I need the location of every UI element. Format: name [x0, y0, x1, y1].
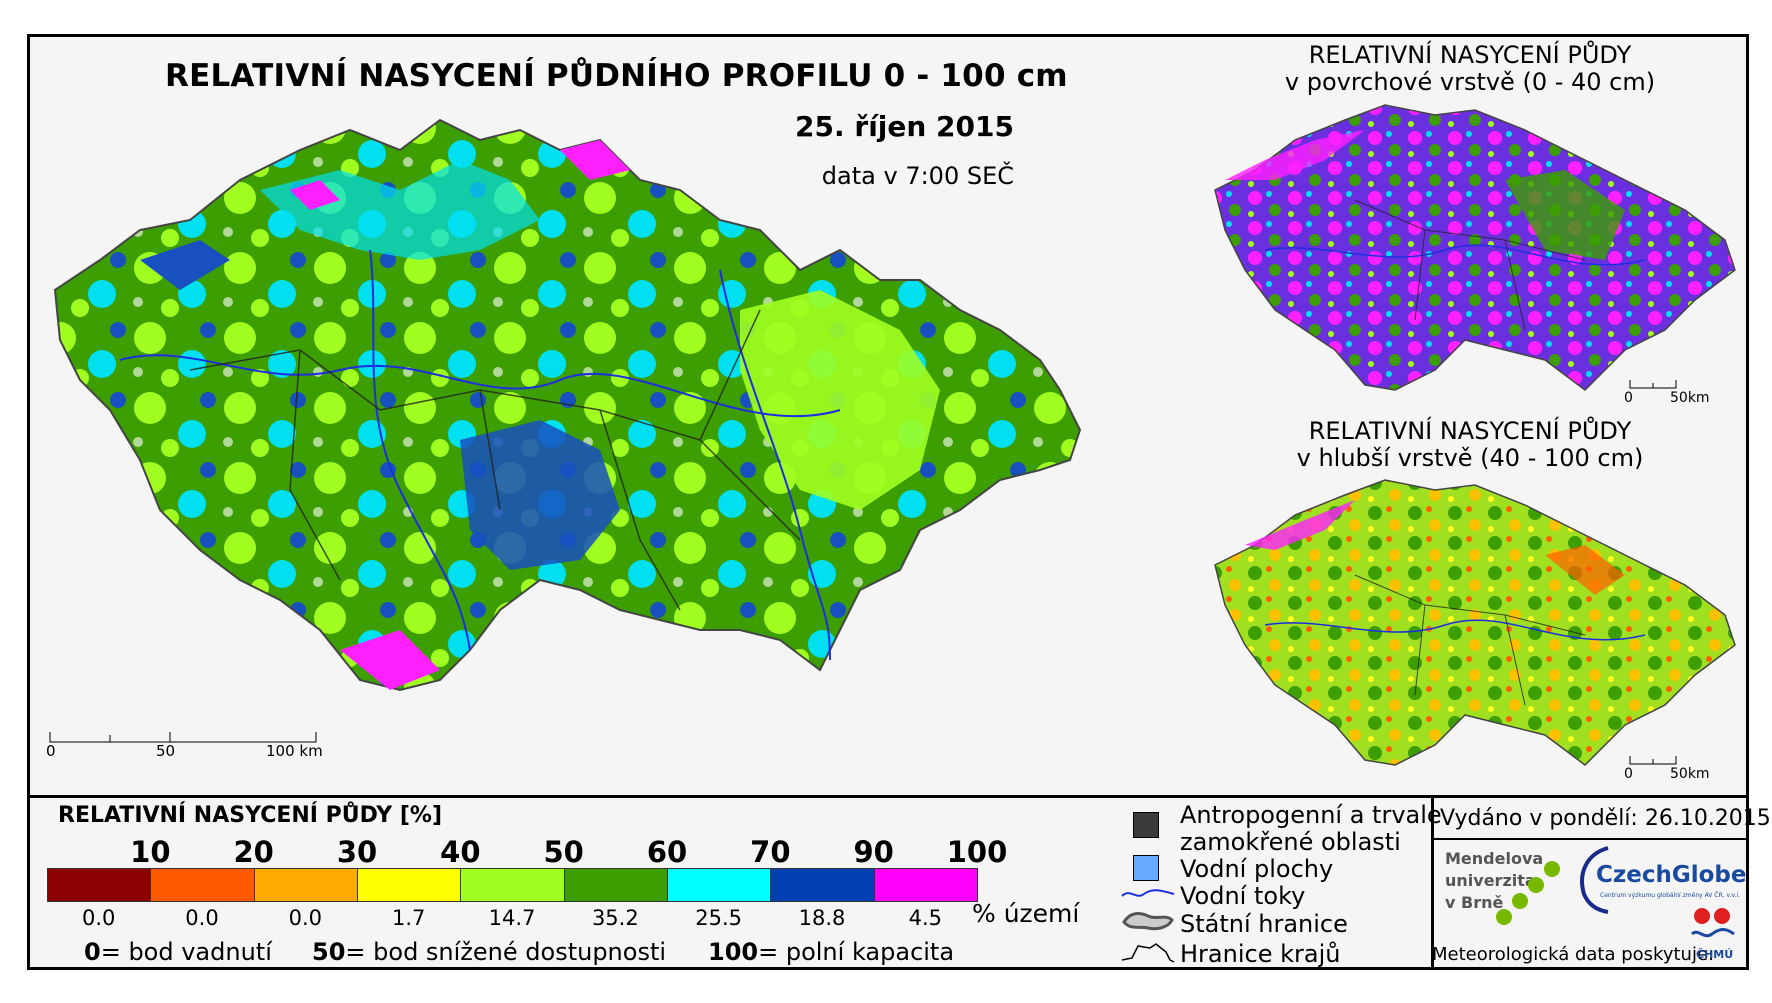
data-provider: Meteorologická data poskytuje: [1432, 944, 1715, 965]
mendel-dots-icon [1496, 861, 1560, 925]
legend-region-border: Hranice krajů [1180, 940, 1341, 968]
legend-swatch [150, 868, 255, 902]
main-scale-100: 100 km [266, 742, 323, 760]
legend-percent: 25.5 [695, 906, 743, 930]
main-map [53, 118, 1082, 692]
bottom-inset-title: RELATIVNÍ NASYCENÍ PŮDY v hlubší vrstvě … [1296, 417, 1644, 472]
top-inset-title: RELATIVNÍ NASYCENÍ PŮDY v povrchové vrst… [1284, 41, 1656, 96]
legend-percent: 0.0 [81, 906, 116, 930]
legend-divider-right [1431, 795, 1434, 970]
region-border-icon [1121, 943, 1175, 963]
water-body-icon [1133, 855, 1159, 881]
definition-wilting: 0= bod vadnutí [84, 938, 272, 966]
bottom-scale-bar [1629, 756, 1677, 765]
legend-water-bodies: Vodní plochy [1180, 855, 1334, 883]
issue-divider [1434, 838, 1746, 840]
legend-tick: 30 [336, 835, 378, 869]
anthropogenic-icon [1133, 812, 1159, 838]
legend-percent: 0.0 [288, 906, 323, 930]
legend-anthropogenic-2: zamokřené oblasti [1180, 828, 1401, 856]
legend-tick: 70 [750, 835, 791, 869]
legend-tick: 10 [130, 835, 171, 869]
bottom-inset-map [1214, 479, 1736, 766]
main-scale-50: 50 [156, 742, 176, 760]
issued-date: Vydáno v pondělí: 26.10.2015 [1440, 806, 1771, 831]
legend-percent: 35.2 [591, 906, 639, 930]
top-inset-map [1214, 104, 1736, 391]
czechglobe-sub: Centrum výzkumu globální změny AV ČR, v.… [1600, 892, 1741, 899]
definition-reduced: 50= bod snížené dostupnosti [312, 938, 667, 966]
legend-tick: 60 [646, 835, 688, 869]
top-scale-0: 0 [1624, 390, 1633, 406]
river-icon [1121, 889, 1175, 897]
legend-swatch [357, 868, 462, 902]
definition-field-capacity: 100= polní kapacita [708, 938, 955, 966]
legend-tick: 50 [543, 835, 584, 869]
legend-anthropogenic-1: Antropogenní a trvale [1180, 801, 1442, 829]
czechglobe-arc-icon [1580, 846, 1609, 914]
legend-divider [27, 795, 1749, 798]
legend-swatch [460, 868, 565, 902]
main-map-time: data v 7:00 SEČ [821, 162, 1014, 190]
legend-swatch [253, 868, 358, 902]
czechglobe-logo: CzechGlobe [1596, 862, 1747, 888]
legend-percent: 1.7 [391, 906, 426, 930]
legend-swatch [873, 868, 978, 902]
legend-title: RELATIVNÍ NASYCENÍ PŮDY [%] [58, 803, 443, 828]
main-scale-0: 0 [46, 742, 56, 760]
legend-swatch [47, 868, 152, 902]
legend-tick: 90 [853, 835, 894, 869]
legend-state-border: Státní hranice [1180, 910, 1348, 938]
chmu-label: ČHMÚ [1696, 948, 1734, 961]
bottom-scale-50: 50km [1670, 766, 1710, 782]
main-map-date: 25. říjen 2015 [795, 110, 1014, 143]
top-scale-50: 50km [1670, 390, 1710, 406]
legend-percent: 4.5 [908, 906, 943, 930]
legend-percent: 14.7 [488, 906, 536, 930]
legend-swatch [667, 868, 772, 902]
main-scale-bar [49, 732, 317, 743]
legend-percent: 0.0 [185, 906, 219, 930]
bottom-scale-0: 0 [1624, 766, 1633, 782]
chmu-logo-icon [1690, 908, 1735, 938]
main-map-title: RELATIVNÍ NASYCENÍ PŮDNÍHO PROFILU 0 - 1… [165, 58, 1068, 94]
percent-unit: % území [972, 899, 1080, 928]
top-scale-bar [1629, 380, 1677, 389]
legend-percent: 18.8 [798, 906, 846, 930]
legend-rivers: Vodní toky [1180, 882, 1306, 910]
mendel-logo: Mendelova univerzita v Brně [1445, 849, 1544, 912]
state-border-icon [1122, 912, 1174, 931]
legend-swatch [563, 868, 668, 902]
legend-tick: 40 [440, 835, 481, 869]
legend-tick: 100 [946, 835, 1008, 869]
legend-tick: 20 [233, 835, 274, 869]
legend-swatch [770, 868, 875, 902]
